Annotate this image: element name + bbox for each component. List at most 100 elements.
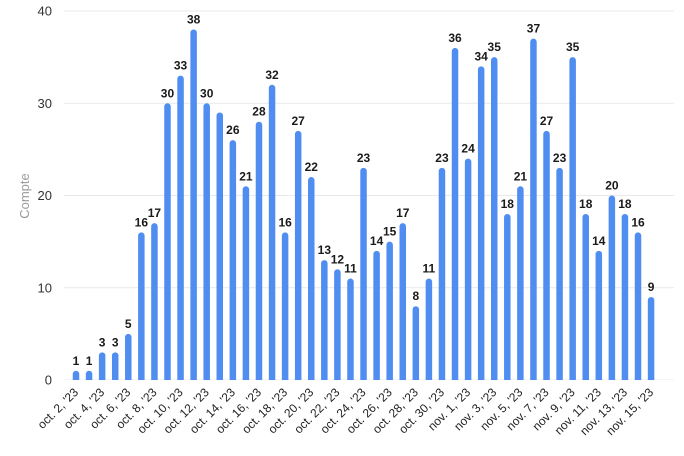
data-label: 32 [265,68,279,82]
data-label: 8 [412,289,419,303]
bar [360,167,367,384]
baseline-mask [64,380,674,386]
bar [347,278,354,384]
y-tick-label: 40 [38,4,52,19]
bar [647,296,655,384]
data-label: 17 [148,206,162,220]
data-label: 12 [331,252,345,266]
bar [517,186,524,384]
bar [151,223,158,384]
bar [190,29,197,384]
data-label: 27 [540,114,554,128]
data-label: 3 [112,335,119,349]
bar [451,47,459,384]
data-label: 14 [370,234,384,248]
bar [477,66,485,384]
bar [242,186,250,384]
bar [229,140,237,384]
y-axis-title: Compte [17,173,32,219]
bar [582,213,589,384]
data-label: 36 [448,31,462,45]
bar [373,250,380,384]
bar [504,213,511,384]
data-label: 16 [278,215,292,229]
bar [255,121,263,384]
bar [464,158,472,384]
data-label: 18 [579,197,593,211]
bar [164,103,171,384]
bar [634,232,642,384]
bar [530,38,537,384]
data-labels: 1 13 3516173033383026212832162722131211231… [73,12,655,367]
data-label: 5 [125,317,132,331]
bar [543,130,550,384]
data-label: 11 [423,262,436,276]
data-label: 9 [648,280,655,294]
data-label: 35 [488,40,502,54]
data-label: 3 [99,335,106,349]
bar [203,103,210,384]
data-label: 37 [527,22,541,36]
data-label: 23 [357,151,371,165]
bar [216,112,224,384]
data-label: 14 [592,234,606,248]
y-tick-label: 0 [45,373,52,388]
bar [308,177,315,384]
bar [321,260,328,384]
data-label: 13 [318,243,332,257]
bar [556,167,563,384]
bar [281,232,289,384]
data-label: 16 [631,215,645,229]
bar [334,269,341,384]
data-label: 18 [501,197,515,211]
data-label: 22 [305,160,319,174]
bar [98,352,106,384]
data-label: 21 [514,169,528,183]
bar [268,84,276,384]
data-label: 33 [174,59,188,73]
bar [294,130,302,384]
bar [569,57,576,384]
bar [111,352,119,384]
data-label: 16 [135,215,149,229]
y-tick-label: 10 [38,280,52,295]
data-label: 11 [344,262,357,276]
data-label: 17 [396,206,410,220]
data-label: 1 [73,354,80,368]
data-label: 23 [553,151,567,165]
bar [386,241,393,384]
bar [595,250,603,384]
data-label: 24 [461,142,475,156]
data-label: 34 [474,49,488,63]
data-label: 28 [252,105,266,119]
data-label: 1 [86,354,93,368]
data-label: 30 [161,86,175,100]
bar [438,167,446,384]
bar [608,195,616,384]
bar [490,57,498,384]
data-label: 38 [187,12,201,26]
data-label: 26 [226,123,240,137]
y-tick-label: 20 [38,188,52,203]
data-label: 15 [383,225,397,239]
data-label: 20 [605,179,619,193]
data-label: 18 [618,197,632,211]
data-label: 21 [239,169,253,183]
data-label: 30 [200,86,214,100]
bar [138,232,145,384]
data-label: 23 [435,151,449,165]
bars [64,29,674,386]
bar [425,278,433,384]
bar [177,75,184,384]
bar [412,306,420,384]
y-axis-ticks: 0 10 20 30 40 [38,4,52,388]
bar [125,333,132,384]
bar [399,223,406,384]
y-tick-label: 30 [38,96,52,111]
bar [621,213,629,384]
data-label: 27 [292,114,306,128]
data-label: 35 [566,40,580,54]
